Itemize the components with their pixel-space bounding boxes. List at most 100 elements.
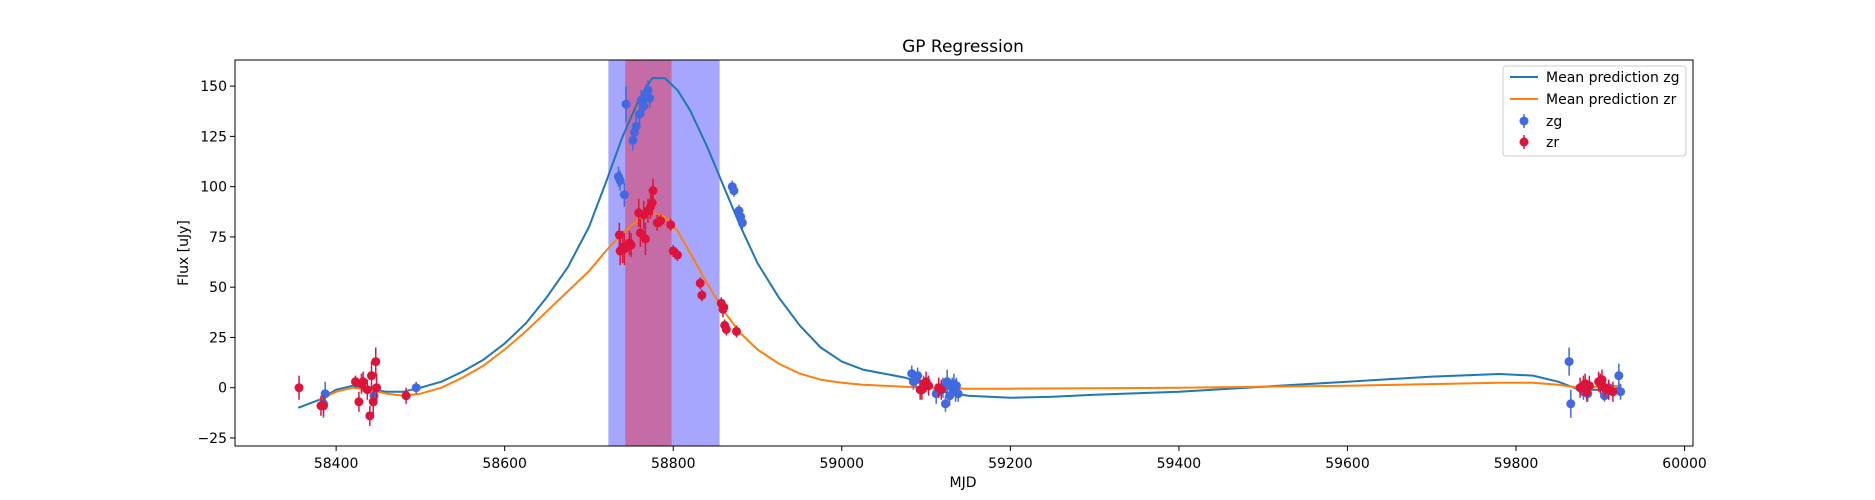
marker	[401, 391, 411, 401]
x-tick-label: 59800	[1494, 456, 1539, 472]
highlight-span-inner	[625, 60, 672, 446]
highlight-span-outer	[608, 60, 720, 446]
y-tick-label: 0	[218, 381, 227, 397]
data-point-zr	[372, 373, 382, 402]
data-point-zg	[940, 395, 950, 412]
data-point-zr	[367, 361, 377, 390]
x-tick-label: 59200	[988, 456, 1033, 472]
data-point-zg	[619, 182, 629, 207]
y-tick-label: 75	[209, 230, 227, 246]
legend: Mean prediction zg Mean prediction zr zg…	[1502, 65, 1687, 157]
data-point-zr	[626, 232, 636, 258]
marker	[719, 302, 729, 312]
data-point-zr	[648, 178, 658, 203]
y-tick-label: 100	[200, 180, 227, 196]
marker	[648, 186, 658, 196]
legend-label-zr: zr	[1546, 135, 1559, 151]
data-point-zr	[924, 375, 934, 396]
data-point-zr	[672, 248, 682, 262]
marker	[320, 389, 330, 399]
data-point-zr	[656, 214, 666, 227]
marker	[666, 220, 676, 230]
marker	[614, 230, 624, 240]
y-tick-label: 125	[200, 129, 227, 145]
data-point-zg	[1616, 383, 1626, 400]
marker	[940, 399, 950, 409]
marker	[721, 324, 731, 334]
marker	[697, 290, 707, 300]
data-point-zr	[635, 218, 645, 247]
marker	[936, 385, 946, 395]
data-point-zg	[737, 216, 747, 229]
marker	[619, 190, 629, 200]
legend-label-line-zg: Mean prediction zg	[1546, 70, 1680, 86]
data-point-zg	[953, 385, 963, 402]
data-point-zg	[621, 86, 631, 123]
marker	[1564, 357, 1574, 367]
data-point-zg	[1566, 389, 1576, 418]
marker	[1566, 399, 1576, 409]
legend-label-line-zr: Mean prediction zr	[1546, 92, 1677, 108]
marker	[953, 389, 963, 399]
data-point-zr	[719, 301, 729, 314]
marker	[631, 121, 641, 131]
marker	[695, 278, 705, 288]
marker	[1616, 387, 1626, 397]
marker	[635, 109, 645, 119]
marker	[1608, 387, 1618, 397]
y-tick-label: −25	[197, 431, 227, 447]
data-point-zr	[721, 323, 731, 336]
marker	[672, 250, 682, 260]
data-point-zr	[368, 387, 378, 416]
data-point-zg	[615, 170, 625, 191]
legend-swatch-point-zg	[1519, 116, 1529, 126]
data-point-zr	[371, 347, 381, 376]
marker	[362, 385, 372, 395]
marker	[1614, 371, 1624, 381]
marker	[737, 218, 747, 228]
data-point-zg	[913, 367, 923, 384]
y-tick-label: 50	[209, 280, 227, 296]
data-point-zr	[666, 218, 676, 231]
marker	[411, 383, 421, 393]
marker	[372, 383, 382, 393]
marker	[647, 198, 657, 208]
marker	[917, 385, 927, 395]
marker	[368, 397, 378, 407]
legend-box	[1502, 65, 1687, 157]
marker	[951, 381, 961, 391]
data-point-zg	[1614, 363, 1624, 388]
data-point-zr	[697, 289, 707, 302]
data-point-zg	[631, 116, 641, 137]
marker	[635, 228, 645, 238]
data-point-zr	[294, 375, 304, 400]
marker	[358, 377, 368, 387]
marker	[365, 411, 375, 421]
data-point-zr	[362, 379, 372, 400]
y-tick-label: 150	[200, 79, 227, 95]
marker	[294, 383, 304, 393]
x-tick-label: 60000	[1662, 456, 1707, 472]
data-point-zr	[936, 379, 946, 400]
plot-frame	[234, 59, 1694, 447]
legend-label-zg: zg	[1546, 114, 1562, 130]
marker	[318, 401, 328, 411]
data-point-zr	[731, 325, 741, 338]
y-tick-label: 25	[209, 330, 227, 346]
x-tick-label: 59000	[820, 456, 865, 472]
legend-swatch-point-zr	[1519, 137, 1529, 147]
prediction-line-zr	[318, 211, 1622, 401]
data-point-zr	[354, 391, 364, 412]
data-point-zr	[318, 395, 328, 416]
marker	[924, 381, 934, 391]
x-axis-label: MJD	[950, 475, 977, 491]
data-point-zg	[645, 88, 655, 109]
y-axis-ticks: −25 0 25 50 75 100 125 150	[197, 79, 235, 447]
chart-title: GP Regression	[902, 37, 1024, 57]
y-axis-label: Flux [uJy]	[176, 220, 192, 286]
data-point-zr	[1584, 375, 1594, 396]
marker	[1584, 381, 1594, 391]
data-point-zr	[614, 222, 624, 247]
data-point-zg	[411, 381, 421, 394]
